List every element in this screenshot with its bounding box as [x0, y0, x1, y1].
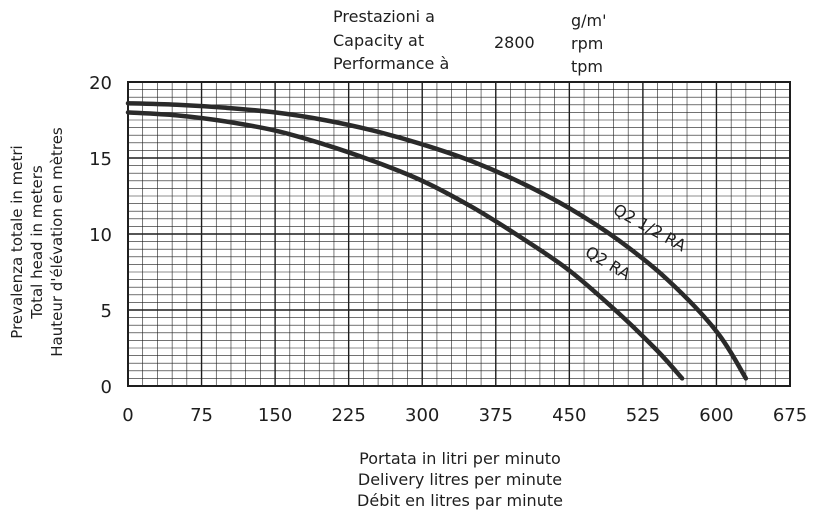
y-tick-label: 15: [89, 149, 112, 170]
x-axis-label-line-3: Débit en litres par minute: [357, 491, 563, 510]
x-tick-label: 300: [405, 405, 439, 426]
y-tick-label: 10: [89, 225, 112, 246]
y-axis-label-line-3: Hauteur d'élévation en mètres: [48, 127, 66, 357]
x-tick-label: 75: [190, 405, 213, 426]
x-tick-label: 225: [331, 405, 365, 426]
x-tick-label: 150: [258, 405, 292, 426]
y-axis-label-line-1: Prevalenza totale in metri: [8, 145, 26, 338]
x-tick-label: 600: [699, 405, 733, 426]
header-label-1: Prestazioni a: [333, 7, 435, 26]
header-unit-3: tpm: [571, 57, 604, 76]
y-tick-label: 20: [89, 73, 112, 94]
x-axis-label-line-1: Portata in litri per minuto: [359, 449, 561, 468]
y-axis-label-line-2: Total head in meters: [28, 165, 46, 320]
x-axis-label-line-2: Delivery litres per minute: [357, 470, 563, 489]
header-unit-1: g/m': [571, 11, 607, 30]
plot-frame: [127, 81, 791, 387]
header-label-2: Capacity at: [333, 31, 425, 50]
header-unit-2: rpm: [571, 34, 604, 53]
header-speed: 2800: [494, 33, 535, 52]
x-tick-label: 375: [479, 405, 513, 426]
x-tick-label: 525: [626, 405, 660, 426]
x-tick-label: 0: [122, 405, 133, 426]
curve-q2-ra: [125, 110, 685, 381]
series-label-q2-1-2-ra: Q2 1/2 RA: [610, 200, 689, 255]
curve-q2-1-2-ra: [125, 101, 749, 381]
x-tick-label: 675: [773, 405, 807, 426]
y-axis-label: Prevalenza totale in metri Total head in…: [8, 127, 66, 357]
x-tick-label: 450: [552, 405, 586, 426]
header-label-3: Performance à: [333, 54, 450, 73]
y-tick-label: 0: [101, 377, 112, 398]
y-tick-label: 5: [101, 301, 112, 322]
